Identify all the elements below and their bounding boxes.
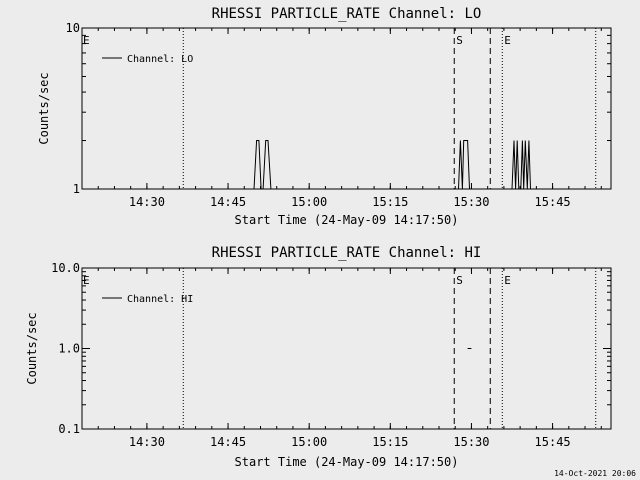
- x-tick-label: 15:45: [535, 435, 571, 449]
- x-tick-label: 15:15: [372, 435, 408, 449]
- y-tick-label: 0.1: [58, 422, 80, 436]
- x-tick-label: 14:30: [129, 435, 165, 449]
- legend-entry: Channel: HI: [127, 294, 193, 305]
- y-tick-label: 10.0: [51, 261, 80, 275]
- x-tick-label: 15:15: [372, 195, 408, 209]
- y-tick-label: 1.0: [58, 342, 80, 356]
- chart-title: RHESSI PARTICLE_RATE Channel: HI: [212, 245, 482, 261]
- x-tick-label: 14:30: [129, 195, 165, 209]
- plot-frame: [81, 27, 612, 190]
- x-tick-label: 15:00: [291, 435, 327, 449]
- event-marker-label: E: [83, 34, 90, 47]
- chart-panel-1: RHESSI PARTICLE_RATE Channel: LO 14:30 14:…: [37, 6, 612, 227]
- x-tick-label: 14:45: [210, 435, 246, 449]
- x-axis-label: Start Time (24-May-09 14:17:50): [235, 455, 459, 469]
- event-marker-label: S: [456, 274, 463, 287]
- y-tick-label: 1: [73, 182, 80, 196]
- y-axis-label: Counts/sec: [37, 72, 51, 144]
- x-tick-label: 15:45: [535, 195, 571, 209]
- series-segment-1: [253, 140, 272, 190]
- y-axis-label: Counts/sec: [25, 312, 39, 384]
- event-marker-label: S: [456, 34, 463, 47]
- event-marker-label: E: [504, 34, 511, 47]
- y-tick-label: 10: [66, 21, 80, 35]
- event-marker-label: E: [83, 274, 90, 287]
- x-tick-label: 14:45: [210, 195, 246, 209]
- legend-entry: Channel: LO: [127, 54, 193, 65]
- event-marker-label: E: [504, 274, 511, 287]
- chart-title: RHESSI PARTICLE_RATE Channel: LO: [212, 6, 482, 22]
- series-segment-2: [458, 140, 470, 190]
- x-axis-label: Start Time (24-May-09 14:17:50): [235, 213, 459, 227]
- chart-panel-2: RHESSI PARTICLE_RATE Channel: HI 14:30 14:…: [25, 245, 612, 469]
- x-tick-label: 15:30: [453, 195, 489, 209]
- footer-timestamp: 14-Oct-2021 20:06: [554, 469, 636, 478]
- x-tick-label: 15:30: [453, 435, 489, 449]
- x-tick-label: 15:00: [291, 195, 327, 209]
- series-segment-3: [511, 140, 531, 190]
